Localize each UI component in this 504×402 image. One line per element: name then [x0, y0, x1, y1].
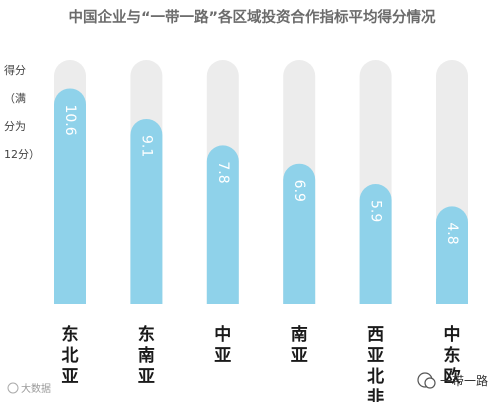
bars-group: 10.6 9.1 7.8 6.9 5.9 4.8	[53, 60, 469, 322]
bar	[206, 145, 239, 320]
watermark-right-text: 一带一路	[440, 373, 488, 388]
watermark-left: 大数据	[7, 382, 51, 395]
bar-value-label: 9.1	[138, 135, 154, 157]
bar-value-label: 4.8	[444, 222, 460, 244]
bar-value-label: 10.6	[62, 104, 78, 135]
bar	[436, 206, 468, 320]
category-label: 中东欧	[444, 324, 461, 387]
y-label-line: 12分）	[4, 148, 40, 161]
y-label-line: 得分	[4, 64, 26, 77]
y-axis-label: 得分 （满 分为 12分）	[4, 64, 40, 161]
bar	[54, 88, 86, 320]
bar	[283, 163, 316, 320]
bar-base-mask	[435, 304, 469, 322]
bar	[130, 118, 163, 320]
bar-base-mask	[282, 304, 317, 322]
bar-value-label: 5.9	[368, 200, 384, 222]
bar-base-mask	[358, 304, 393, 322]
bar-base-mask	[129, 304, 164, 322]
category-label: 东南亚	[138, 324, 155, 387]
watermark-right: 一带一路	[417, 372, 488, 389]
bar	[359, 184, 392, 320]
bar-value-label: 7.8	[215, 161, 231, 183]
y-label-line: （满	[4, 92, 26, 105]
category-label: 西亚北非	[367, 325, 384, 402]
chart-title: 中国企业与“一带一路”各区域投资合作指标平均得分情况	[68, 8, 436, 26]
watermark-left-text: 大数据	[21, 382, 51, 395]
category-labels: 东北亚 东南亚 中亚 南亚 西亚北非 中东欧	[62, 324, 461, 402]
bar-base-mask	[205, 304, 240, 322]
category-label: 南亚	[291, 324, 308, 366]
category-label: 东北亚	[62, 324, 79, 387]
bar-value-label: 6.9	[291, 180, 307, 202]
y-label-line: 分为	[4, 120, 26, 133]
category-label: 中亚	[214, 324, 231, 366]
bar-base-mask	[53, 304, 87, 322]
